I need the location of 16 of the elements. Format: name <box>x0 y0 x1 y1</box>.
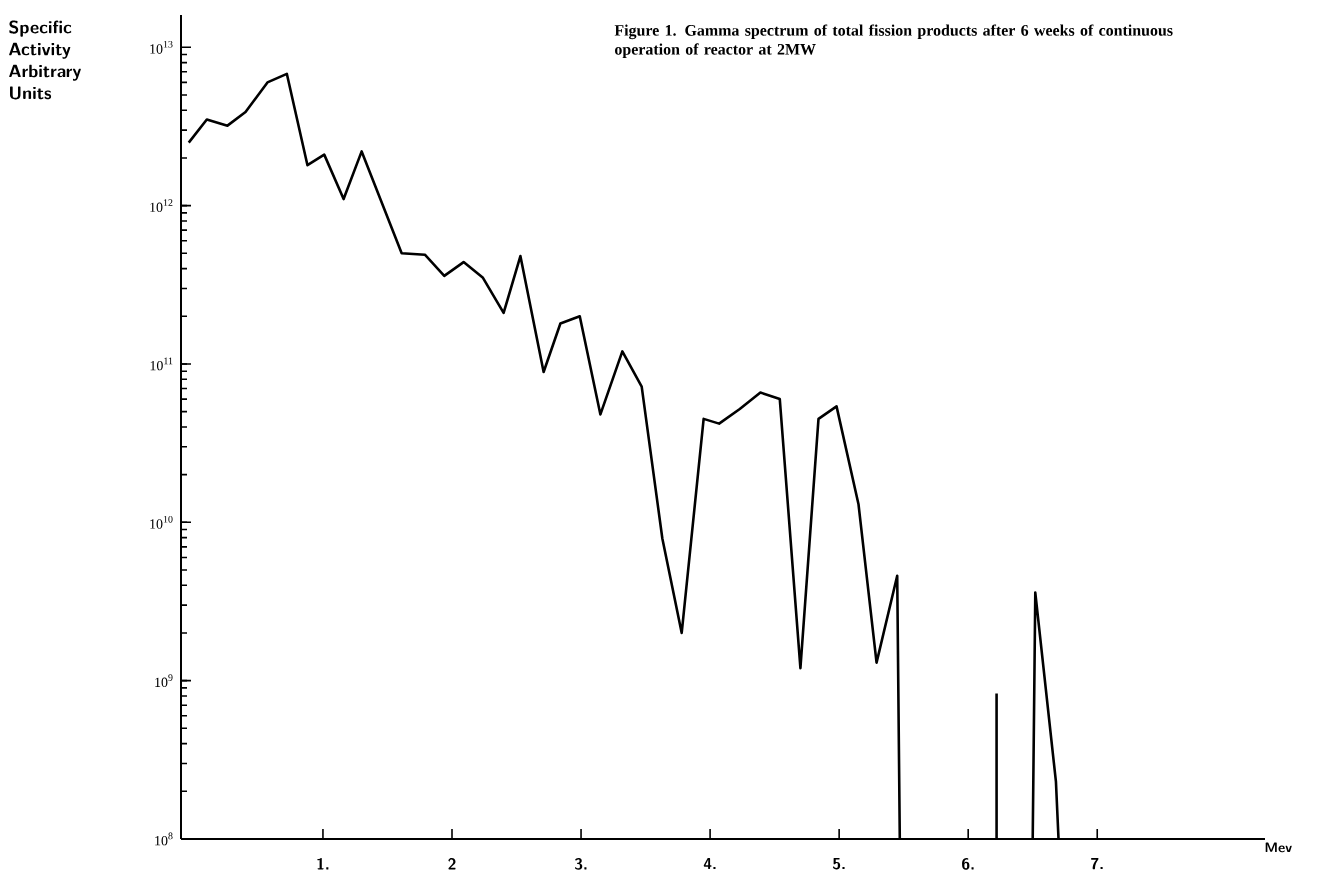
y-tick-label: 10$^{11}$ <box>150 357 173 371</box>
y-tick-label: 10$^{10}$ <box>150 515 173 529</box>
x-tick-label: 2 <box>448 858 456 870</box>
y-tick-label: 10$^{13}$ <box>150 40 173 54</box>
x-tick-label: 3. <box>574 858 587 870</box>
x-tick-label: 1. <box>317 858 329 870</box>
x-axis-title: Mev <box>1265 842 1292 853</box>
x-tick-label: 7. <box>1091 858 1103 870</box>
y-tick-label: 10$^{9}$ <box>155 674 173 688</box>
y-tick-label: 10$^{8}$ <box>155 832 173 846</box>
x-tick-label: 6. <box>962 858 974 870</box>
text: Figure 1. Gamma spectrum of total fission products after 6 weeks of continuous operation of reactor at 2MW <box>614 24 1173 58</box>
x-tick-label: 4. <box>703 858 716 870</box>
y-tick-label: 10$^{12}$ <box>150 199 173 212</box>
x-tick-label: 5. <box>832 858 845 870</box>
y-axis-title: Specific Activity Arbitrary Units <box>9 20 81 100</box>
